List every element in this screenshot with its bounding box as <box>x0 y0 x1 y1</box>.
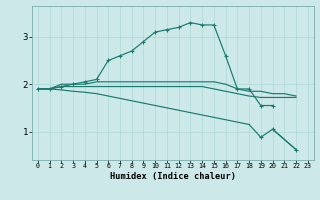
X-axis label: Humidex (Indice chaleur): Humidex (Indice chaleur) <box>110 172 236 181</box>
